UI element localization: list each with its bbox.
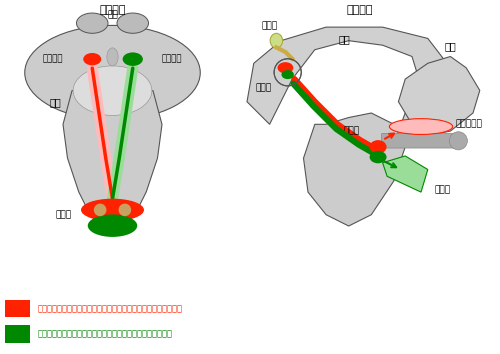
Text: 横断面図: 横断面図 xyxy=(347,5,373,15)
Bar xyxy=(5,300,30,318)
Ellipse shape xyxy=(83,53,101,65)
Text: 背側被蓋部: 背側被蓋部 xyxy=(455,120,482,129)
Ellipse shape xyxy=(88,215,137,237)
Text: 視蓋: 視蓋 xyxy=(338,34,350,44)
Text: 手綱核: 手綱核 xyxy=(256,84,272,93)
Text: 嗅球: 嗅球 xyxy=(107,11,118,20)
Text: 脚間核: 脚間核 xyxy=(344,127,360,136)
Polygon shape xyxy=(63,91,162,233)
Text: 脚間核: 脚間核 xyxy=(56,210,72,219)
Bar xyxy=(5,325,30,343)
Ellipse shape xyxy=(25,25,200,120)
Text: 手綱内側亜核と腹側脚間核の回路（さらに縫線核へと接続）: 手綱内側亜核と腹側脚間核の回路（さらに縫線核へと接続） xyxy=(38,330,172,338)
Polygon shape xyxy=(398,57,480,136)
Circle shape xyxy=(450,132,468,150)
Circle shape xyxy=(94,204,106,216)
Ellipse shape xyxy=(390,119,452,135)
Polygon shape xyxy=(247,27,450,131)
Ellipse shape xyxy=(76,13,108,33)
Circle shape xyxy=(118,204,131,216)
Text: 視蓋: 視蓋 xyxy=(50,97,62,107)
Polygon shape xyxy=(304,113,405,226)
Ellipse shape xyxy=(282,70,294,79)
Text: 小脳: 小脳 xyxy=(444,41,456,51)
Ellipse shape xyxy=(122,52,143,66)
Ellipse shape xyxy=(73,66,152,115)
Text: 縫線核: 縫線核 xyxy=(434,185,450,194)
Polygon shape xyxy=(382,156,428,192)
Ellipse shape xyxy=(81,199,144,221)
Text: 縦断面図: 縦断面図 xyxy=(99,5,126,15)
Text: 右手綱核: 右手綱核 xyxy=(162,55,182,64)
Ellipse shape xyxy=(370,140,386,154)
Ellipse shape xyxy=(107,48,118,66)
Ellipse shape xyxy=(370,151,386,163)
FancyBboxPatch shape xyxy=(382,133,456,148)
Ellipse shape xyxy=(117,13,148,33)
Text: 松果体: 松果体 xyxy=(262,22,278,30)
Text: 手綱外側亜核と背側脚間核の回路（さらに背側被蓋部へと接続）: 手綱外側亜核と背側脚間核の回路（さらに背側被蓋部へと接続） xyxy=(38,304,182,313)
Ellipse shape xyxy=(270,33,282,48)
Ellipse shape xyxy=(278,62,293,73)
Text: 左手綱核: 左手綱核 xyxy=(42,55,63,64)
